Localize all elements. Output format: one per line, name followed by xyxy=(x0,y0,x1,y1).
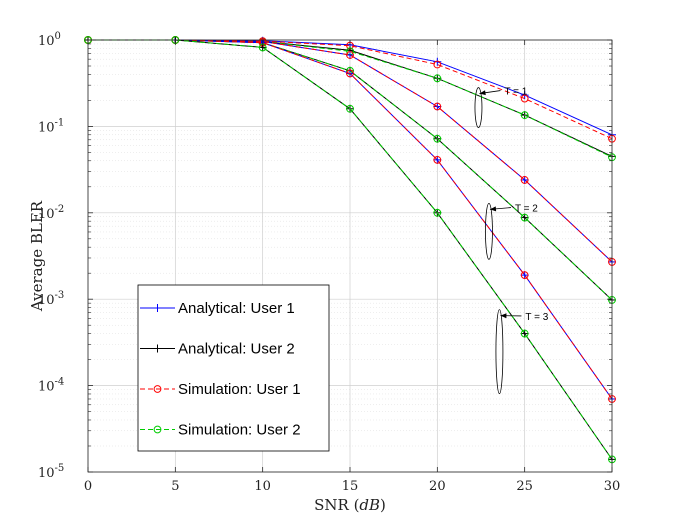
data-point xyxy=(433,155,442,164)
y-tick-label: 10-5 xyxy=(38,463,64,481)
y-tick-label: 10-2 xyxy=(38,204,64,222)
legend-box xyxy=(137,284,330,452)
x-tick-label: 15 xyxy=(342,479,359,494)
annotation-arrowhead xyxy=(500,313,507,319)
annotation-ellipse xyxy=(495,309,504,395)
legend-entry-3: Simulation: User 1 xyxy=(140,381,301,398)
legend-marker xyxy=(153,344,162,353)
x-tick-label: 0 xyxy=(84,479,92,494)
data-point xyxy=(433,134,442,143)
data-point xyxy=(520,213,529,222)
y-tick-base: 10 xyxy=(38,34,55,49)
x-axis-unit: dB xyxy=(359,496,380,514)
annotation-2: T = 2 xyxy=(485,202,538,260)
data-point xyxy=(346,51,354,59)
y-tick-base: 10 xyxy=(38,466,55,481)
legend-label: Analytical: User 1 xyxy=(178,300,295,317)
annotation-ellipse xyxy=(485,202,493,260)
legend-entry-1: Analytical: User 1 xyxy=(140,300,295,317)
legend-marker xyxy=(153,425,162,434)
data-point xyxy=(520,329,529,338)
annotation-arrowhead xyxy=(489,206,497,212)
legend-entry-4: Simulation: User 2 xyxy=(140,422,301,439)
data-point xyxy=(520,175,529,184)
data-point xyxy=(346,104,354,113)
y-tick-base: 10 xyxy=(38,120,55,135)
y-tick-base: 10 xyxy=(38,380,55,395)
data-point xyxy=(520,213,529,222)
y-tick-base: 10 xyxy=(38,293,55,308)
data-point xyxy=(520,111,529,120)
y-tick-label: 10-4 xyxy=(38,377,64,395)
data-point xyxy=(433,102,442,111)
annotation-1: T = 1 xyxy=(474,87,528,128)
data-point xyxy=(520,94,529,103)
legend-marker xyxy=(153,385,162,393)
legend: Analytical: User 1 Analytical: User 2 Simu… xyxy=(137,284,330,452)
data-point xyxy=(433,74,442,83)
y-tick-exponent: -5 xyxy=(55,463,65,474)
annotation-ellipse xyxy=(474,87,483,128)
data-point xyxy=(520,271,529,280)
x-axis-title: SNR (dB) xyxy=(314,496,386,514)
y-tick-exponent: 0 xyxy=(55,31,61,42)
data-point xyxy=(520,271,529,280)
data-point xyxy=(433,155,442,164)
y-axis-title: Average BLER xyxy=(28,200,46,312)
y-tick-label: 10-1 xyxy=(38,117,64,135)
annotations: T = 1 T = 2 T = 3 xyxy=(474,87,549,395)
y-tick-label: 10-3 xyxy=(38,290,64,308)
y-tick-label: 100 xyxy=(38,31,61,49)
series-line xyxy=(88,39,613,158)
legend-label: Simulation: User 1 xyxy=(178,381,301,398)
x-tick-label: 20 xyxy=(429,479,446,494)
y-tick-exponent: -4 xyxy=(55,377,65,388)
y-tick-exponent: -3 xyxy=(55,290,65,301)
legend-label: Simulation: User 2 xyxy=(178,422,301,439)
x-tick-label: 10 xyxy=(254,479,271,494)
series-line xyxy=(88,39,613,400)
legend-label: Analytical: User 2 xyxy=(178,341,295,358)
x-axis-label: SNR xyxy=(314,496,349,514)
y-tick-exponent: -2 xyxy=(55,204,65,215)
annotation-label: T = 3 xyxy=(525,312,548,323)
x-tick-label: 30 xyxy=(604,479,621,494)
annotation-arrowhead xyxy=(479,90,486,96)
annotation-3: T = 3 xyxy=(495,309,549,395)
data-point xyxy=(520,176,529,184)
y-tick-base: 10 xyxy=(38,207,55,222)
annotation-label: T = 1 xyxy=(504,87,527,98)
legend-entry-2: Analytical: User 2 xyxy=(140,341,295,358)
data-point xyxy=(520,329,529,338)
x-tick-label: 5 xyxy=(171,479,179,494)
series-line xyxy=(88,39,613,460)
x-tick-label: 25 xyxy=(516,479,533,494)
y-tick-exponent: -1 xyxy=(55,117,65,128)
data-point xyxy=(346,69,354,78)
annotation-label: T = 2 xyxy=(515,204,538,215)
legend-marker xyxy=(153,304,162,312)
data-point xyxy=(433,208,442,217)
data-point xyxy=(433,60,442,69)
